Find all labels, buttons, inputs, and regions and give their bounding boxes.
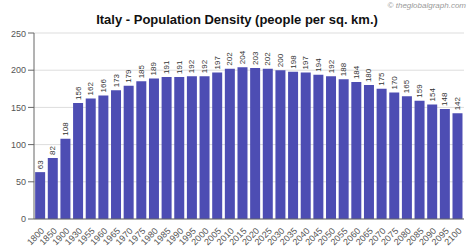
svg-text:1965: 1965: [100, 225, 123, 248]
svg-text:2020: 2020: [240, 225, 262, 248]
svg-text:179: 179: [124, 69, 133, 83]
svg-text:2005: 2005: [202, 225, 224, 248]
svg-text:2100: 2100: [442, 226, 463, 247]
svg-text:1800: 1800: [25, 225, 47, 248]
svg-text:2070: 2070: [366, 225, 388, 248]
svg-text:142: 142: [453, 96, 462, 110]
svg-text:189: 189: [149, 61, 158, 75]
svg-text:2025: 2025: [252, 225, 274, 248]
html-text:© theglobalgraph.com: © theglobalgraph.com: [387, 1, 466, 10]
svg-text:173: 173: [112, 73, 121, 87]
svg-text:100: 100: [11, 140, 26, 150]
svg-text:194: 194: [314, 58, 323, 72]
svg-text:191: 191: [175, 60, 184, 74]
svg-text:191: 191: [162, 60, 171, 74]
svg-text:150: 150: [11, 103, 26, 113]
svg-text:2055: 2055: [328, 225, 350, 248]
svg-text:2045: 2045: [303, 225, 325, 248]
svg-text:185: 185: [137, 64, 146, 78]
svg-text:2040: 2040: [290, 225, 312, 248]
svg-text:162: 162: [86, 82, 95, 96]
svg-text:166: 166: [99, 79, 108, 93]
svg-text:202: 202: [263, 52, 272, 66]
svg-text:2035: 2035: [278, 225, 300, 248]
svg-text:2075: 2075: [379, 225, 401, 248]
svg-text:197: 197: [301, 56, 310, 70]
svg-text:63: 63: [36, 160, 45, 169]
svg-text:2095: 2095: [429, 225, 451, 248]
svg-text:180: 180: [364, 68, 373, 82]
svg-text:1930: 1930: [63, 225, 85, 248]
svg-text:1955: 1955: [75, 225, 97, 248]
svg-text:154: 154: [428, 88, 437, 102]
svg-text:2065: 2065: [353, 225, 376, 248]
svg-text:2015: 2015: [227, 225, 249, 248]
svg-text:1850: 1850: [37, 225, 59, 248]
svg-text:2050: 2050: [315, 225, 338, 248]
svg-text:200: 200: [276, 53, 285, 67]
svg-text:204: 204: [238, 50, 247, 64]
svg-text:200: 200: [11, 65, 26, 75]
svg-text:1970: 1970: [113, 225, 135, 248]
svg-text:148: 148: [440, 92, 449, 106]
svg-text:1975: 1975: [126, 225, 148, 248]
svg-text:0: 0: [21, 214, 26, 224]
svg-text:2010: 2010: [214, 225, 236, 248]
svg-text:1900: 1900: [50, 225, 72, 248]
svg-text:2000: 2000: [189, 225, 211, 248]
svg-text:2085: 2085: [404, 225, 426, 248]
svg-text:170: 170: [390, 76, 399, 90]
svg-text:1985: 1985: [151, 225, 173, 248]
html-text:Italy - Population Density (pe: Italy - Population Density (people per s…: [96, 12, 378, 27]
svg-text:192: 192: [327, 59, 336, 73]
svg-text:197: 197: [213, 56, 222, 70]
svg-text:192: 192: [200, 59, 209, 73]
svg-text:159: 159: [415, 84, 424, 98]
svg-text:1960: 1960: [88, 225, 110, 248]
svg-text:1980: 1980: [138, 225, 161, 248]
svg-text:192: 192: [187, 59, 196, 73]
svg-text:202: 202: [225, 52, 234, 66]
svg-text:156: 156: [74, 86, 83, 100]
svg-text:2090: 2090: [417, 225, 439, 248]
svg-text:203: 203: [251, 51, 260, 65]
svg-text:82: 82: [48, 146, 57, 155]
svg-text:165: 165: [402, 79, 411, 93]
svg-text:108: 108: [61, 122, 70, 136]
svg-text:188: 188: [339, 62, 348, 76]
svg-text:2080: 2080: [391, 225, 413, 248]
svg-text:2030: 2030: [265, 225, 287, 248]
svg-text:250: 250: [11, 29, 26, 39]
svg-text:1990: 1990: [164, 225, 186, 248]
svg-text:198: 198: [289, 55, 298, 69]
svg-text:184: 184: [352, 65, 361, 79]
svg-text:2060: 2060: [341, 225, 363, 248]
svg-text:1995: 1995: [176, 225, 198, 248]
svg-text:175: 175: [377, 72, 386, 86]
svg-text:50: 50: [16, 177, 26, 187]
